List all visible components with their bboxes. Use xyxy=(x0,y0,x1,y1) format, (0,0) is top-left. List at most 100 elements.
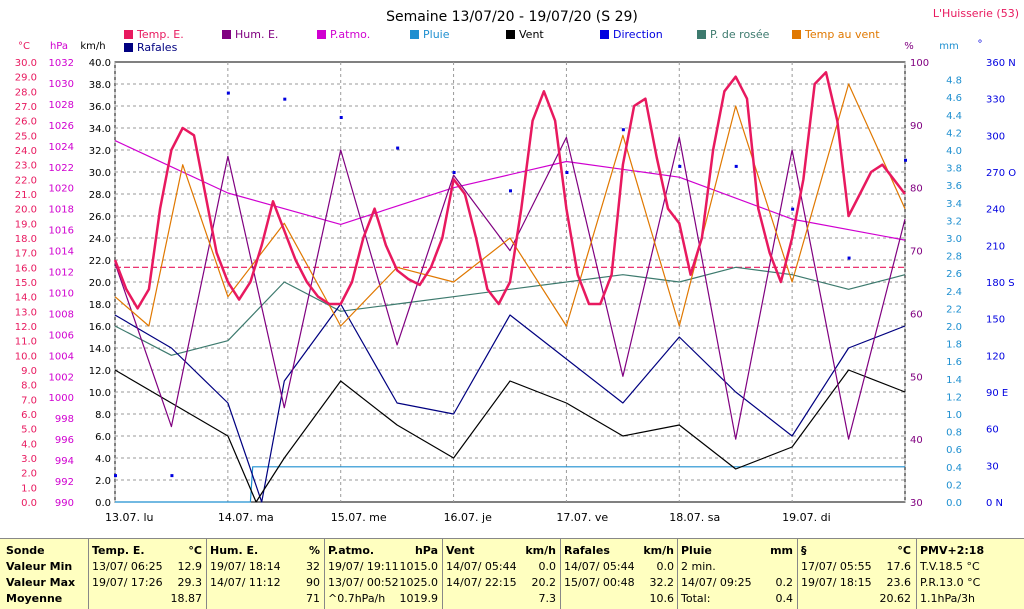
tick-rain: 1.0 xyxy=(946,410,962,421)
stats-cell-time: 14/07/ 05:44 xyxy=(564,560,635,573)
legend-label: Hum. E. xyxy=(235,28,278,41)
tick-rain: 0.0 xyxy=(946,498,962,509)
stats-column-unit: km/h xyxy=(643,544,674,557)
stats-column-unit: °C xyxy=(188,544,202,557)
tick-rain: 4.0 xyxy=(946,146,962,157)
legend-swatch xyxy=(600,30,609,39)
tick-temp: 22.0 xyxy=(15,175,37,186)
tick-wind: 20.0 xyxy=(89,278,111,289)
stats-cell-value: 32.2 xyxy=(649,576,675,589)
tick-wind: 30.0 xyxy=(89,168,111,179)
pmv-line-1: T.V.18.5 °C xyxy=(920,560,980,573)
tick-direction: 300 xyxy=(986,131,1005,142)
tick-wind: 16.0 xyxy=(89,322,111,333)
tick-temp: 17.0 xyxy=(15,249,37,260)
stats-column-title: Rafales xyxy=(564,544,610,557)
stats-column-title: Pluie xyxy=(681,544,712,557)
stats-column-title: Temp. E. xyxy=(92,544,145,557)
stats-cell-time: 19/07/ 19:11 xyxy=(328,560,399,573)
legend-swatch xyxy=(124,43,133,52)
tick-direction: 60 xyxy=(986,425,999,436)
legend-label: P.atmo. xyxy=(330,28,370,41)
legend-label: Direction xyxy=(613,28,663,41)
tick-temp: 30.0 xyxy=(15,58,37,69)
tick-temp: 21.0 xyxy=(15,190,37,201)
stats-cell-time: ^0.7hPa/h xyxy=(328,592,386,605)
tick-wind: 22.0 xyxy=(89,256,111,267)
stats-cell-time: 14/07/ 05:44 xyxy=(446,560,517,573)
tick-temp: 20.0 xyxy=(15,205,37,216)
axis-unit-humidity: % xyxy=(904,41,914,52)
tick-temp: 10.0 xyxy=(15,351,37,362)
legend-label: Rafales xyxy=(137,41,178,54)
stats-cell-value: 1025.0 xyxy=(399,576,439,589)
tick-rain: 2.2 xyxy=(946,304,962,315)
stats-column-title: P.atmo. xyxy=(328,544,375,557)
legend-swatch xyxy=(506,30,515,39)
tick-temp: 25.0 xyxy=(15,131,37,142)
tick-wind: 26.0 xyxy=(89,212,111,223)
tick-wind: 36.0 xyxy=(89,102,111,113)
direction-point xyxy=(509,189,512,193)
tick-temp: 27.0 xyxy=(15,102,37,113)
stats-column-unit: hPa xyxy=(414,544,438,557)
tick-direction: 0 N xyxy=(986,498,1003,509)
tick-wind: 4.0 xyxy=(95,454,111,465)
tick-direction: 90 E xyxy=(986,388,1008,399)
stats-column-unit: % xyxy=(308,544,320,557)
chart-series xyxy=(113,71,907,503)
stats-cell-value: 18.87 xyxy=(170,592,203,605)
tick-temp: 16.0 xyxy=(15,263,37,274)
stats-cell-value: 20.2 xyxy=(531,576,557,589)
legend-swatch xyxy=(317,30,326,39)
tick-wind: 34.0 xyxy=(89,124,111,135)
stats-cell-time: 15/07/ 00:48 xyxy=(564,576,635,589)
tick-temp: 2.0 xyxy=(21,469,37,480)
direction-point xyxy=(283,97,287,101)
tick-pressure: 992 xyxy=(55,477,74,488)
tick-pressure: 1014 xyxy=(49,247,74,258)
tick-rain: 4.8 xyxy=(946,76,962,87)
stats-column: § °C 17/07/ 05:55 17.6 19/07/ 18:15 23.6 20.62 xyxy=(801,539,913,609)
station-name: L'Huisserie (53) xyxy=(933,7,1019,20)
stats-cell-time: Total: xyxy=(681,592,711,605)
tick-wind: 18.0 xyxy=(89,300,111,311)
tick-rain: 2.8 xyxy=(946,252,962,263)
series-line-pluie xyxy=(115,466,905,503)
stats-pmv: PMV+2:18 T.V.18.5 °C P.R.13.0 °C 1.1hPa/… xyxy=(920,539,1020,609)
tick-humidity: 100 xyxy=(910,58,929,69)
tick-pressure: 1008 xyxy=(49,309,74,320)
tick-rain: 2.0 xyxy=(946,322,962,333)
direction-point xyxy=(678,164,682,168)
stats-cell-time: 17/07/ 05:55 xyxy=(801,560,872,573)
tick-wind: 28.0 xyxy=(89,190,111,201)
stats-cell-value: 20.62 xyxy=(879,592,912,605)
tick-pressure: 1002 xyxy=(49,372,74,383)
stats-cell-value: 7.3 xyxy=(538,592,557,605)
direction-point xyxy=(114,474,117,478)
direction-point xyxy=(170,474,174,478)
direction-point xyxy=(904,158,907,162)
tick-temp: 7.0 xyxy=(21,395,37,406)
tick-day: 15.07. me xyxy=(331,511,387,524)
legend-label: Temp. E. xyxy=(136,28,184,41)
stats-cell-value: 0.2 xyxy=(775,576,794,589)
stats-separator xyxy=(677,539,678,609)
tick-wind: 12.0 xyxy=(89,366,111,377)
legend-label: Vent xyxy=(519,28,544,41)
tick-rain: 4.6 xyxy=(946,93,962,104)
stats-column: Hum. E.% 19/07/ 18:14 32 14/07/ 11:12 90 71 xyxy=(210,539,322,609)
stats-cell-time: 14/07/ 09:25 xyxy=(681,576,752,589)
tick-direction: 150 xyxy=(986,315,1005,326)
tick-pressure: 1018 xyxy=(49,205,74,216)
tick-temp: 19.0 xyxy=(15,219,37,230)
tick-temp: 24.0 xyxy=(15,146,37,157)
stats-column-unit: °C xyxy=(897,544,911,557)
tick-temp: 23.0 xyxy=(15,161,37,172)
stats-cell-value: 12.9 xyxy=(177,560,203,573)
axis-unit-direction: ° xyxy=(978,39,983,50)
tick-rain: 3.6 xyxy=(946,181,962,192)
axis-units: °C hPa km/h% mm ° xyxy=(18,39,982,52)
stats-column-title: Vent xyxy=(446,544,475,557)
stats-cell-time: 2 min. xyxy=(681,560,716,573)
